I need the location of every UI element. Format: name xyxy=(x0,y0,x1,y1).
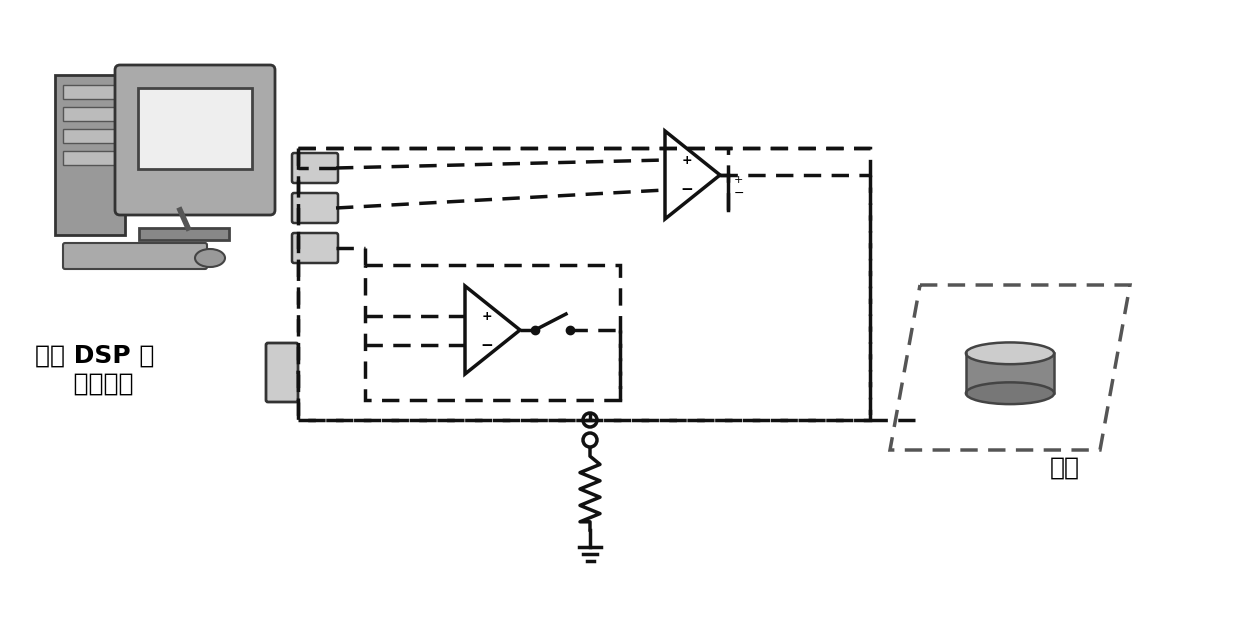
FancyBboxPatch shape xyxy=(291,233,339,263)
Text: −: − xyxy=(734,187,744,200)
Text: +: + xyxy=(682,153,692,166)
FancyBboxPatch shape xyxy=(115,65,275,215)
FancyBboxPatch shape xyxy=(291,193,339,223)
Text: +: + xyxy=(481,310,492,323)
Bar xyxy=(63,107,117,121)
Bar xyxy=(57,77,123,233)
FancyBboxPatch shape xyxy=(55,75,125,235)
Bar xyxy=(296,197,334,219)
Text: 电极: 电极 xyxy=(1050,456,1080,480)
Bar xyxy=(298,148,870,420)
Text: −: − xyxy=(481,337,494,352)
Bar xyxy=(122,72,268,208)
Bar xyxy=(139,228,229,240)
FancyBboxPatch shape xyxy=(63,243,207,269)
Bar xyxy=(365,265,620,400)
Text: 具有 DSP 板
  的计算机: 具有 DSP 板 的计算机 xyxy=(35,344,155,396)
Ellipse shape xyxy=(966,342,1054,364)
Bar xyxy=(966,354,1054,393)
Ellipse shape xyxy=(966,382,1054,404)
FancyBboxPatch shape xyxy=(291,153,339,183)
Bar xyxy=(270,347,294,398)
Bar xyxy=(63,129,117,143)
Bar xyxy=(296,157,334,179)
Bar xyxy=(67,247,203,265)
Bar xyxy=(63,85,117,99)
Bar xyxy=(63,129,117,143)
Ellipse shape xyxy=(195,249,224,267)
Bar xyxy=(296,237,334,259)
FancyBboxPatch shape xyxy=(267,343,298,402)
Text: +: + xyxy=(734,175,743,185)
Text: −: − xyxy=(681,183,693,197)
Bar xyxy=(63,151,117,165)
Bar xyxy=(63,85,117,99)
Bar xyxy=(63,151,117,165)
Bar xyxy=(63,107,117,121)
Bar xyxy=(138,88,252,169)
